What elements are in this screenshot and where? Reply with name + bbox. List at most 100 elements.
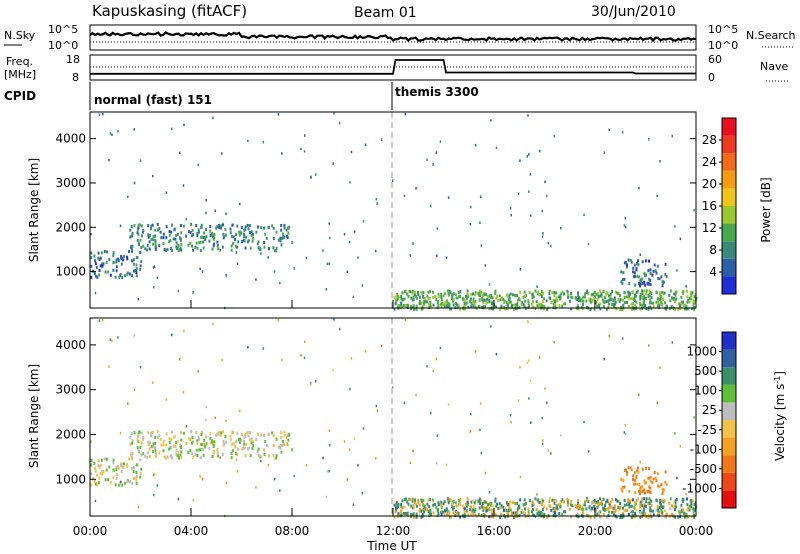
scatter-cell [126, 257, 129, 261]
scatter-cell [468, 507, 471, 511]
scatter-cell [641, 277, 644, 281]
scatter-cell [634, 304, 637, 307]
scatter-cell [94, 469, 97, 473]
scatter-cell [415, 187, 417, 190]
scatter-cell [211, 455, 214, 458]
scatter-cell [128, 457, 131, 461]
scatter-cell [135, 274, 138, 278]
scatter-cell [587, 450, 590, 453]
scatter-cell [439, 140, 442, 143]
scatter-cell [357, 463, 359, 467]
scatter-cell [576, 505, 579, 509]
scatter-cell [260, 433, 263, 437]
scatter-cell [199, 448, 202, 452]
scatter-cell [115, 265, 118, 269]
scatter-cell [131, 259, 134, 263]
scatter-cell [642, 513, 645, 517]
scatter-cell [135, 271, 138, 274]
scatter-cell [437, 300, 440, 304]
scatter-cell [630, 504, 633, 508]
scatter-cell [285, 229, 288, 232]
scatter-cell [131, 441, 134, 445]
scatter-cell [649, 486, 652, 490]
scatter-cell [649, 506, 652, 510]
scatter-cell [556, 507, 559, 511]
scatter-cell [420, 509, 423, 513]
scatter-cell [637, 470, 640, 474]
scatter-cell [540, 290, 543, 294]
scatter-cell [540, 497, 543, 501]
scatter-cell [531, 500, 534, 504]
scatter-cell [192, 456, 195, 459]
scatter-cell [328, 222, 330, 225]
scatter-cell [661, 491, 664, 495]
scatter-cell [497, 299, 500, 302]
scatter-cell [492, 307, 495, 311]
scatter-cell [197, 163, 199, 167]
scatter-cell [218, 431, 220, 435]
scatter-cell [394, 302, 397, 306]
scatter-cell [607, 507, 610, 511]
scatter-cell [147, 431, 150, 435]
scatter-cell [528, 291, 531, 295]
scatter-cell [444, 301, 447, 305]
scatter-cell [536, 290, 539, 294]
scatter-cell [137, 242, 140, 246]
scatter-cell [516, 507, 519, 511]
scatter-cell [180, 243, 183, 247]
scatter-cell [674, 499, 677, 502]
scatter-cell [541, 508, 544, 511]
scatter-cell [147, 224, 150, 228]
scatter-cell [247, 434, 250, 438]
scatter-cell [662, 280, 665, 284]
scatter-cell [607, 302, 610, 306]
scatter-cell [536, 512, 539, 516]
scatter-cell [165, 432, 168, 436]
scatter-cell [471, 508, 474, 512]
scatter-cell [283, 433, 286, 437]
scatter-cell [165, 456, 168, 460]
scatter-cell [423, 300, 426, 304]
scatter-cell [333, 318, 335, 321]
scatter-cell [506, 304, 509, 308]
colorbar-cell [722, 170, 736, 189]
scatter-cell [423, 510, 426, 514]
scatter-cell [200, 430, 203, 434]
scatter-cell [168, 437, 171, 441]
scatter-cell [410, 305, 413, 308]
scatter-cell [651, 509, 654, 513]
scatter-cell [156, 276, 159, 279]
scatter-cell [326, 470, 329, 473]
scatter-cell [480, 451, 483, 455]
scatter-cell [498, 294, 501, 298]
scatter-cell [526, 361, 529, 365]
scatter-cell [470, 292, 473, 296]
scatter-cell [165, 249, 168, 253]
scatter-cell [649, 298, 652, 302]
scatter-cell [585, 507, 588, 511]
scatter-cell [674, 300, 676, 304]
scatter-cell [609, 503, 612, 507]
scatter-cell [627, 304, 630, 308]
scatter-cell [526, 155, 529, 158]
scatter-cell [162, 439, 165, 443]
scatter-cell [437, 304, 440, 308]
scatter-cell [94, 259, 97, 263]
scatter-cell [251, 440, 254, 444]
scatter-cell [124, 274, 127, 278]
scatter-cell [654, 269, 657, 273]
scatter-cell [426, 365, 428, 368]
scatter-cell [140, 234, 143, 238]
scatter-cell [249, 431, 251, 435]
scatter-cell [583, 420, 585, 424]
scatter-cell [570, 295, 573, 299]
scatter-cell [583, 295, 586, 299]
scatter-cell [303, 356, 306, 360]
scatter-cell [596, 298, 599, 301]
scatter-cell [435, 298, 438, 302]
scatter-cell [626, 263, 628, 267]
scatter-cell [177, 454, 180, 458]
scatter-cell [519, 268, 522, 271]
scatter-cell [235, 233, 238, 236]
